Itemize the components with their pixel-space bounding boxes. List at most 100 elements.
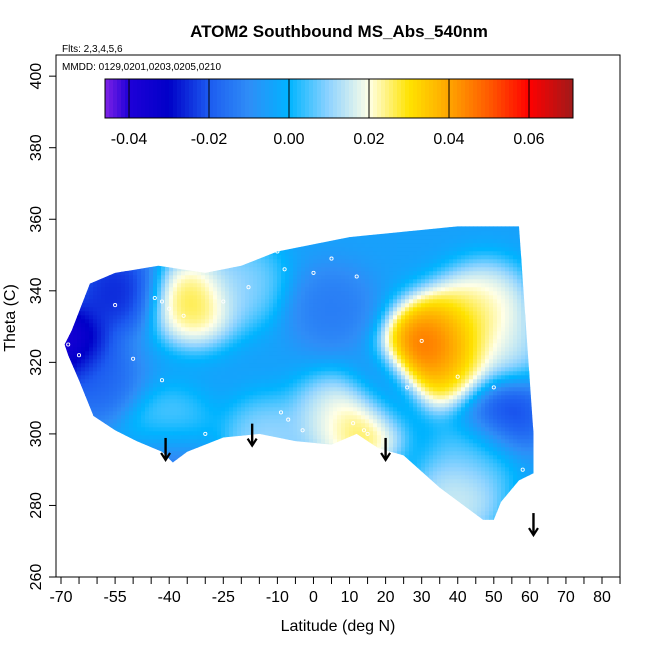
heat-cell [321, 255, 326, 260]
heat-cell [289, 247, 294, 252]
heat-cell [149, 275, 154, 280]
heat-cell [157, 375, 162, 380]
heat-cell [393, 331, 398, 336]
heat-cell [321, 287, 326, 292]
heat-cell [401, 267, 406, 272]
heat-cell [113, 351, 118, 356]
heat-cell [409, 323, 414, 328]
heat-cell [345, 379, 350, 384]
heat-cell [93, 351, 98, 356]
heat-cell [329, 295, 334, 300]
heat-cell [265, 287, 270, 292]
heat-cell [181, 379, 186, 384]
heat-cell [77, 339, 82, 344]
heat-cell [389, 375, 394, 380]
heat-cell [337, 255, 342, 260]
heat-cell [85, 327, 90, 332]
heat-cell [169, 311, 174, 316]
heat-cell [185, 315, 190, 320]
heat-cell [253, 339, 258, 344]
heat-cell [497, 379, 502, 384]
heat-cell [445, 311, 450, 316]
heat-cell [201, 375, 206, 380]
heat-cell [233, 359, 238, 364]
heat-cell [225, 347, 230, 352]
heat-cell [445, 323, 450, 328]
heat-cell [333, 243, 338, 248]
heat-cell [201, 323, 206, 328]
heat-cell [321, 347, 326, 352]
heat-cell [405, 279, 410, 284]
heat-cell [437, 291, 442, 296]
heat-cell [293, 351, 298, 356]
heat-cell [137, 379, 142, 384]
heat-cell [125, 371, 130, 376]
heat-cell [133, 287, 138, 292]
heat-cell [513, 343, 518, 348]
heat-cell [289, 375, 294, 380]
heat-cell [489, 291, 494, 296]
heat-cell [461, 231, 466, 236]
heat-cell [429, 255, 434, 260]
heat-cell [353, 367, 358, 372]
heat-cell [337, 243, 342, 248]
heat-cell [329, 343, 334, 348]
heat-cell [393, 367, 398, 372]
heat-cell [201, 351, 206, 356]
heat-cell [189, 351, 194, 356]
heat-cell [277, 351, 282, 356]
heat-cell [117, 295, 122, 300]
heat-cell [433, 267, 438, 272]
heat-cell [245, 295, 250, 300]
heat-cell [125, 343, 130, 348]
heat-cell [185, 383, 190, 388]
heat-cell [193, 379, 198, 384]
heat-cell [285, 271, 290, 276]
heat-cell [465, 283, 470, 288]
heat-cell [321, 331, 326, 336]
heat-cell [105, 355, 110, 360]
heat-cell [465, 299, 470, 304]
heat-cell [517, 295, 522, 300]
heat-cell [297, 343, 302, 348]
heat-cell [345, 371, 350, 376]
heat-cell [405, 343, 410, 348]
heat-cell [289, 371, 294, 376]
heat-cell [245, 267, 250, 272]
heat-cell [485, 231, 490, 236]
heat-cell [485, 271, 490, 276]
heat-cell [469, 307, 474, 312]
heat-cell [485, 267, 490, 272]
heat-cell [441, 227, 446, 232]
heat-cell [369, 327, 374, 332]
heat-cell [517, 231, 522, 236]
heat-cell [437, 371, 442, 376]
heat-cell [485, 259, 490, 264]
heat-cell [485, 299, 490, 304]
heat-cell [433, 371, 438, 376]
heat-cell [449, 263, 454, 268]
heat-cell [321, 271, 326, 276]
heat-cell [385, 239, 390, 244]
heat-cell [325, 311, 330, 316]
heat-cell [317, 367, 322, 372]
heat-cell [497, 343, 502, 348]
heat-cell [441, 303, 446, 308]
heat-cell [245, 343, 250, 348]
heat-cell [453, 319, 458, 324]
heat-cell [213, 315, 218, 320]
heat-cell [277, 299, 282, 304]
heat-cell [457, 235, 462, 240]
heat-cell [481, 251, 486, 256]
heat-cell [121, 319, 126, 324]
heat-cell [205, 311, 210, 316]
heat-cell [265, 299, 270, 304]
heat-cell [217, 287, 222, 292]
heat-cell [237, 367, 242, 372]
heat-cell [357, 307, 362, 312]
heat-cell [377, 275, 382, 280]
heat-cell [309, 271, 314, 276]
heat-cell [425, 303, 430, 308]
heat-cell [441, 279, 446, 284]
